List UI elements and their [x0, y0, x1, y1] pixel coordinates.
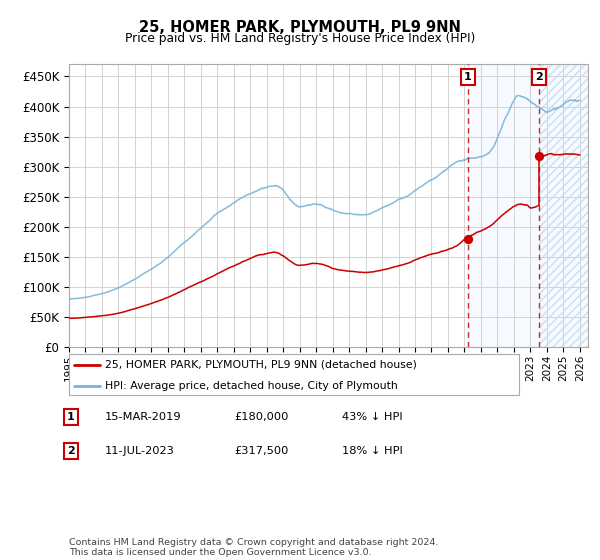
Text: 43% ↓ HPI: 43% ↓ HPI	[342, 412, 403, 422]
Text: 11-JUL-2023: 11-JUL-2023	[105, 446, 175, 456]
Text: Contains HM Land Registry data © Crown copyright and database right 2024.
This d: Contains HM Land Registry data © Crown c…	[69, 538, 439, 557]
Text: 2: 2	[67, 446, 74, 456]
Bar	[468, 64, 588, 347]
Text: 2: 2	[535, 72, 543, 82]
Text: 1: 1	[464, 72, 472, 82]
Text: £180,000: £180,000	[234, 412, 289, 422]
Text: 1: 1	[67, 412, 74, 422]
Point	[463, 235, 473, 244]
Point	[534, 152, 544, 161]
Bar	[539, 64, 588, 347]
Text: 25, HOMER PARK, PLYMOUTH, PL9 9NN: 25, HOMER PARK, PLYMOUTH, PL9 9NN	[139, 20, 461, 35]
Text: £317,500: £317,500	[234, 446, 289, 456]
Text: 25, HOMER PARK, PLYMOUTH, PL9 9NN (detached house): 25, HOMER PARK, PLYMOUTH, PL9 9NN (detac…	[105, 360, 417, 370]
Text: 15-MAR-2019: 15-MAR-2019	[105, 412, 182, 422]
Text: Price paid vs. HM Land Registry's House Price Index (HPI): Price paid vs. HM Land Registry's House …	[125, 32, 475, 45]
Text: HPI: Average price, detached house, City of Plymouth: HPI: Average price, detached house, City…	[105, 381, 398, 391]
Text: 18% ↓ HPI: 18% ↓ HPI	[342, 446, 403, 456]
